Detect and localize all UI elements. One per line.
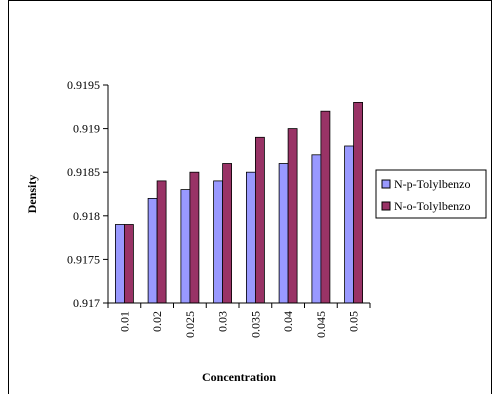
legend-box	[375, 169, 487, 219]
bar-n-p-tolylbenzo-0.05	[344, 145, 355, 304]
legend-label-n-p-tolylbenzo: N-p-Tolylbenzo	[394, 177, 470, 191]
bar-n-o-tolylbenzo-0.03	[222, 163, 233, 304]
axes-layer	[103, 84, 371, 308]
bar-n-o-tolylbenzo-0.025	[189, 171, 200, 304]
y-axis-title: Density	[25, 175, 39, 214]
bar-n-o-tolylbenzo-0.02	[156, 180, 167, 304]
bar-n-p-tolylbenzo-0.045	[311, 154, 322, 304]
y-tick-label: 0.918	[73, 209, 100, 223]
bar-n-p-tolylbenzo-0.04	[278, 163, 289, 304]
x-tick-label: 0.05	[347, 311, 361, 332]
bar-n-p-tolylbenzo-0.025	[180, 189, 191, 304]
chart-frame-right	[491, 0, 492, 394]
bars-layer	[115, 102, 364, 304]
bar-n-o-tolylbenzo-0.04	[287, 128, 298, 304]
bar-n-p-tolylbenzo-0.02	[147, 197, 158, 304]
bar-n-o-tolylbenzo-0.045	[320, 110, 331, 304]
chart-frame-left	[8, 0, 9, 394]
labels-layer: 0.917 0.9175 0.918 0.9185 0.919 0.9195 0.01 0.0…	[67, 78, 361, 338]
x-axis-title: Concentration	[202, 370, 276, 384]
x-tick-label: 0.01	[117, 311, 131, 332]
y-tick-label: 0.919	[73, 122, 100, 136]
legend-swatch-n-p-tolylbenzo	[381, 179, 391, 189]
bar-n-p-tolylbenzo-0.01	[115, 224, 125, 304]
legend: N-p-Tolylbenzo N-o-Tolylbenzo	[375, 169, 487, 219]
y-tick-label: 0.917	[73, 296, 100, 310]
x-tick-label: 0.02	[150, 311, 164, 332]
chart-frame-top	[8, 0, 492, 1]
legend-swatch-n-o-tolylbenzo	[381, 201, 391, 211]
y-tick-label: 0.9185	[67, 165, 100, 179]
x-tick-label: 0.035	[248, 311, 262, 338]
y-tick-label: 0.9175	[67, 252, 100, 266]
legend-label-n-o-tolylbenzo: N-o-Tolylbenzo	[394, 199, 470, 213]
x-tick-label: 0.045	[314, 311, 328, 338]
bar-n-o-tolylbenzo-0.05	[353, 102, 364, 304]
bar-n-o-tolylbenzo-0.01	[124, 224, 134, 304]
x-tick-label: 0.04	[281, 311, 295, 332]
y-tick-label: 0.9195	[67, 78, 100, 92]
x-tick-label: 0.025	[183, 311, 197, 338]
bar-n-p-tolylbenzo-0.035	[245, 171, 256, 304]
bar-n-o-tolylbenzo-0.035	[254, 136, 265, 304]
x-tick-label: 0.03	[216, 311, 230, 332]
bar-n-p-tolylbenzo-0.03	[213, 180, 224, 304]
